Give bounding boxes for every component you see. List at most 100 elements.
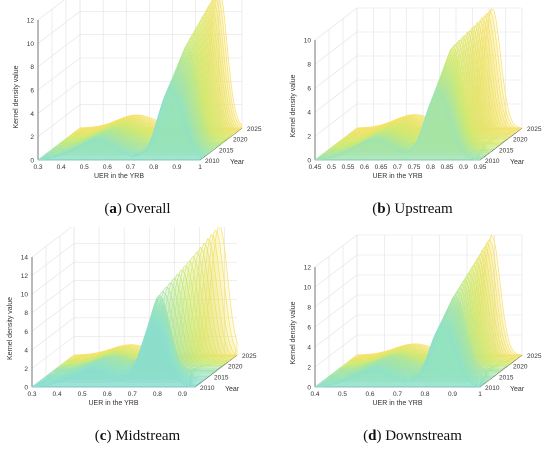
- plot-area: 0.4 0.5 0.6 0.7 0.8 0.9 1024681012201020152020…: [290, 234, 542, 407]
- density-slice: [69, 237, 234, 359]
- y-tick-label: 12: [304, 265, 312, 272]
- density-slices: [37, 0, 243, 161]
- density-slice: [32, 324, 197, 387]
- density-slice: [329, 305, 495, 377]
- density-slices: [31, 227, 238, 388]
- density-slice: [319, 319, 486, 384]
- x-tick-label: 0.4: [57, 164, 66, 171]
- y-tick-label: 14: [21, 255, 29, 262]
- caption-c: (c) Midstream: [94, 428, 181, 444]
- density-slice: [64, 29, 228, 140]
- z-tick-label: 2015: [499, 374, 514, 381]
- x-tick-label: 0.8: [420, 391, 429, 398]
- density-slices: [314, 234, 523, 388]
- density-slice: [322, 316, 488, 382]
- density-slice: [52, 59, 216, 150]
- density-slice: [37, 89, 201, 161]
- density-slice: [53, 294, 218, 371]
- y-tick-label: 12: [21, 273, 29, 280]
- density-slice: [66, 27, 229, 139]
- x-tick-label: 0.7: [393, 391, 402, 398]
- x-tick-label: 0.7: [128, 391, 137, 398]
- x-tick-label: 0.9: [172, 164, 181, 171]
- x-tick-label: 0.9: [459, 164, 468, 171]
- x-tick-label: 0.7: [393, 164, 402, 171]
- z-tick-label: 2020: [233, 137, 248, 144]
- x-tick-label: 0.75: [408, 164, 421, 171]
- tick-labels: 0.4 0.5 0.6 0.7 0.8 0.9 1024681012201020152020…: [304, 265, 542, 399]
- caption-b: (b) Upstream: [372, 201, 453, 217]
- density-slice: [317, 323, 483, 386]
- density-slice: [355, 238, 522, 357]
- y-axis-label: Kernel density value: [290, 74, 297, 137]
- x-tick-label: 0.65: [375, 164, 388, 171]
- density-slice: [325, 310, 492, 379]
- x-tick-label: 0.4: [310, 391, 319, 398]
- density-slice: [35, 321, 200, 385]
- x-tick-label: 0.9: [178, 391, 187, 398]
- y-tick-label: 2: [307, 365, 311, 372]
- density-slice: [44, 308, 208, 378]
- density-slice: [314, 326, 481, 388]
- x-tick-label: 0.5: [80, 164, 89, 171]
- tick-labels: 0.3 0.4 0.5 0.6 0.7 0.8 0.9 0 2 4 6 8 10 12 14 2010 2015…: [21, 255, 257, 399]
- z-tick-label: 2015: [219, 147, 234, 154]
- x-tick-label: 0.6: [365, 391, 374, 398]
- y-tick-label: 4: [307, 345, 311, 352]
- density-slice: [34, 322, 198, 386]
- y-tick-label: 6: [307, 325, 311, 332]
- z-tick-label: 2025: [527, 353, 542, 360]
- x-axis-label: UER in the YRB: [372, 400, 422, 407]
- density-slice: [318, 85, 485, 158]
- plot-area: 0.3 0.4 0.5 0.6 0.7 0.8 0.9 0 2 4 6 8 10 12 14 2010 2015…: [7, 227, 257, 407]
- tick-labels: 0.3 0.4 0.5 0.6 0.7 0.8 0.9 1024681012201020152…: [27, 18, 262, 172]
- x-tick-label: 0.4: [53, 391, 62, 398]
- chart-c: 0.3 0.4 0.5 0.6 0.7 0.8 0.9 0 2 4 6 8 10 12 14 2010 2015…: [7, 227, 257, 407]
- y-tick-label: 2: [30, 134, 34, 141]
- y-tick-label: 8: [30, 64, 34, 71]
- panel-b: 0.45 0.5 0.55 0.6 0.65 0.7 0.75 0.8 0.85 0.9 0.95 0…: [275, 0, 550, 227]
- y-tick-label: 6: [24, 329, 28, 336]
- density-slice: [60, 274, 224, 366]
- panel-d: 0.4 0.5 0.6 0.7 0.8 0.9 1 0 2 4 6 8 10 12 2010 2015 2020…: [275, 227, 550, 454]
- y-tick-label: 8: [307, 305, 311, 312]
- x-tick-label: 1: [478, 391, 482, 398]
- z-tick-label: 2010: [200, 385, 215, 392]
- y-tick-label: 6: [30, 88, 34, 95]
- z-axis-label: Year: [225, 386, 240, 393]
- y-tick-label: 0: [307, 158, 311, 165]
- z-axis-label: Year: [510, 159, 525, 166]
- x-tick-label: 0.7: [126, 164, 135, 171]
- panel-c: 0.3 0.4 0.5 0.6 0.7 0.8 0.9 0 2 4 6 8 10 12 14 2010 2015…: [0, 227, 275, 454]
- y-tick-label: 4: [30, 111, 34, 118]
- x-tick-label: 0.9: [448, 391, 457, 398]
- density-slice: [314, 93, 481, 161]
- y-tick-label: 10: [21, 292, 29, 299]
- density-slice: [320, 317, 487, 383]
- plot-area: 0.3 0.4 0.5 0.6 0.7 0.8 0.9 1024681012201020152…: [13, 0, 262, 180]
- tick-labels: 0.45 0.5 0.55 0.6 0.65 0.7 0.75 0.8 0.85 0.9 0.95 0…: [304, 38, 542, 172]
- density-slice: [42, 310, 207, 379]
- z-tick-label: 2010: [485, 385, 500, 392]
- x-axis-label: UER in the YRB: [372, 173, 422, 180]
- x-tick-label: 0.5: [338, 391, 347, 398]
- y-tick-label: 4: [24, 347, 28, 354]
- y-tick-label: 0: [30, 158, 34, 165]
- y-tick-label: 10: [27, 41, 35, 48]
- density-slice: [58, 278, 223, 367]
- density-slice: [327, 309, 493, 378]
- density-slice: [53, 56, 217, 149]
- density-slice: [65, 255, 229, 362]
- density-slice: [356, 234, 523, 356]
- x-axis-label: UER in the YRB: [94, 173, 144, 180]
- density-slice: [355, 9, 522, 130]
- y-tick-label: 2: [307, 134, 311, 141]
- y-tick-label: 8: [24, 310, 28, 317]
- x-tick-label: 1: [198, 164, 202, 171]
- x-tick-label: 0.6: [103, 164, 112, 171]
- x-tick-label: 0.6: [360, 164, 369, 171]
- x-tick-label: 0.5: [78, 391, 87, 398]
- y-axis-label: Kernel density value: [13, 65, 20, 128]
- density-slice: [59, 43, 223, 144]
- z-axis-label: Year: [510, 386, 525, 393]
